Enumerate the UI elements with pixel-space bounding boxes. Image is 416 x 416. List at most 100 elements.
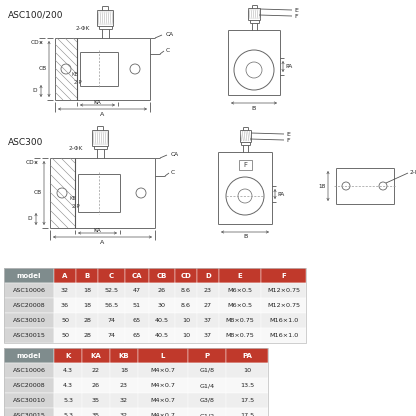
FancyBboxPatch shape: [4, 283, 54, 298]
FancyBboxPatch shape: [4, 298, 54, 313]
Text: M6×0.5: M6×0.5: [228, 303, 253, 308]
Text: CD: CD: [181, 272, 191, 278]
FancyBboxPatch shape: [4, 328, 54, 343]
Text: 28: 28: [83, 318, 91, 323]
Text: C: C: [109, 272, 114, 278]
Text: 8.6: 8.6: [181, 288, 191, 293]
Text: L: L: [161, 352, 165, 359]
FancyBboxPatch shape: [261, 313, 306, 328]
Text: M6×0.5: M6×0.5: [228, 288, 253, 293]
Text: 10: 10: [182, 318, 190, 323]
Text: 36: 36: [61, 303, 69, 308]
Text: model: model: [17, 272, 41, 278]
Text: 2-L: 2-L: [409, 169, 416, 174]
FancyBboxPatch shape: [149, 268, 175, 283]
Text: 74: 74: [107, 333, 116, 338]
Text: 65: 65: [133, 318, 141, 323]
Text: 2-ΦK: 2-ΦK: [69, 146, 83, 151]
FancyBboxPatch shape: [76, 313, 98, 328]
FancyBboxPatch shape: [110, 393, 138, 408]
FancyBboxPatch shape: [4, 268, 54, 283]
FancyBboxPatch shape: [76, 283, 98, 298]
Text: 50: 50: [61, 333, 69, 338]
Text: ASC20008: ASC20008: [12, 303, 45, 308]
Text: 28: 28: [83, 333, 91, 338]
Text: 5.3: 5.3: [63, 398, 73, 403]
FancyBboxPatch shape: [188, 363, 226, 378]
FancyBboxPatch shape: [98, 328, 125, 343]
Text: CB: CB: [39, 67, 47, 72]
Text: 18: 18: [83, 303, 91, 308]
FancyBboxPatch shape: [261, 283, 306, 298]
Text: 13.5: 13.5: [240, 383, 254, 388]
Text: B: B: [243, 235, 247, 240]
FancyBboxPatch shape: [226, 378, 268, 393]
Text: M16×1.0: M16×1.0: [269, 318, 298, 323]
Text: M4×0.7: M4×0.7: [151, 413, 176, 416]
FancyBboxPatch shape: [261, 328, 306, 343]
FancyBboxPatch shape: [188, 348, 226, 363]
Text: CA: CA: [132, 272, 142, 278]
Text: ASC10006: ASC10006: [12, 288, 45, 293]
Text: 51: 51: [133, 303, 141, 308]
Text: 18: 18: [83, 288, 91, 293]
Text: CB: CB: [34, 191, 42, 196]
FancyBboxPatch shape: [54, 313, 76, 328]
FancyBboxPatch shape: [138, 348, 188, 363]
Text: 32: 32: [61, 288, 69, 293]
Text: CD: CD: [26, 161, 34, 166]
Text: 56.5: 56.5: [104, 303, 119, 308]
Text: 35: 35: [92, 413, 100, 416]
FancyBboxPatch shape: [125, 328, 149, 343]
Text: 37: 37: [204, 333, 212, 338]
Text: 74: 74: [107, 318, 116, 323]
FancyBboxPatch shape: [4, 363, 54, 378]
FancyBboxPatch shape: [98, 313, 125, 328]
FancyBboxPatch shape: [82, 363, 110, 378]
FancyBboxPatch shape: [110, 363, 138, 378]
Text: 65: 65: [133, 333, 141, 338]
Text: M4×0.7: M4×0.7: [151, 368, 176, 373]
Text: 2-ΦK: 2-ΦK: [76, 25, 90, 30]
Text: KB: KB: [69, 196, 77, 201]
Text: A: A: [100, 112, 104, 117]
FancyBboxPatch shape: [197, 283, 219, 298]
FancyBboxPatch shape: [175, 328, 197, 343]
FancyBboxPatch shape: [175, 298, 197, 313]
Text: CB: CB: [157, 272, 167, 278]
FancyBboxPatch shape: [76, 298, 98, 313]
FancyBboxPatch shape: [175, 313, 197, 328]
FancyBboxPatch shape: [82, 348, 110, 363]
Text: B: B: [84, 272, 89, 278]
FancyBboxPatch shape: [197, 328, 219, 343]
Text: C: C: [166, 49, 170, 54]
Text: M16×1.0: M16×1.0: [269, 333, 298, 338]
Text: 30: 30: [158, 303, 166, 308]
FancyBboxPatch shape: [149, 298, 175, 313]
FancyBboxPatch shape: [82, 393, 110, 408]
Text: PA: PA: [285, 64, 292, 69]
FancyBboxPatch shape: [4, 313, 54, 328]
Text: 4.3: 4.3: [63, 368, 73, 373]
FancyBboxPatch shape: [138, 363, 188, 378]
Text: ASC30015: ASC30015: [12, 333, 45, 338]
Text: D: D: [28, 216, 32, 221]
Text: M12×0.75: M12×0.75: [267, 288, 300, 293]
Text: 32: 32: [120, 398, 128, 403]
FancyBboxPatch shape: [110, 378, 138, 393]
Text: ASC30010: ASC30010: [12, 318, 45, 323]
Text: ASC30010: ASC30010: [12, 398, 45, 403]
FancyBboxPatch shape: [4, 393, 54, 408]
Text: model: model: [17, 352, 41, 359]
Text: KA: KA: [93, 101, 101, 106]
Text: 2-P: 2-P: [72, 203, 80, 208]
Text: KA: KA: [91, 352, 102, 359]
Text: 52.5: 52.5: [104, 288, 119, 293]
Text: ASC100/200: ASC100/200: [8, 10, 64, 19]
FancyBboxPatch shape: [4, 408, 54, 416]
FancyBboxPatch shape: [82, 378, 110, 393]
FancyBboxPatch shape: [4, 348, 54, 363]
FancyBboxPatch shape: [149, 283, 175, 298]
Text: M8×0.75: M8×0.75: [225, 333, 254, 338]
Text: ASC20008: ASC20008: [12, 383, 45, 388]
